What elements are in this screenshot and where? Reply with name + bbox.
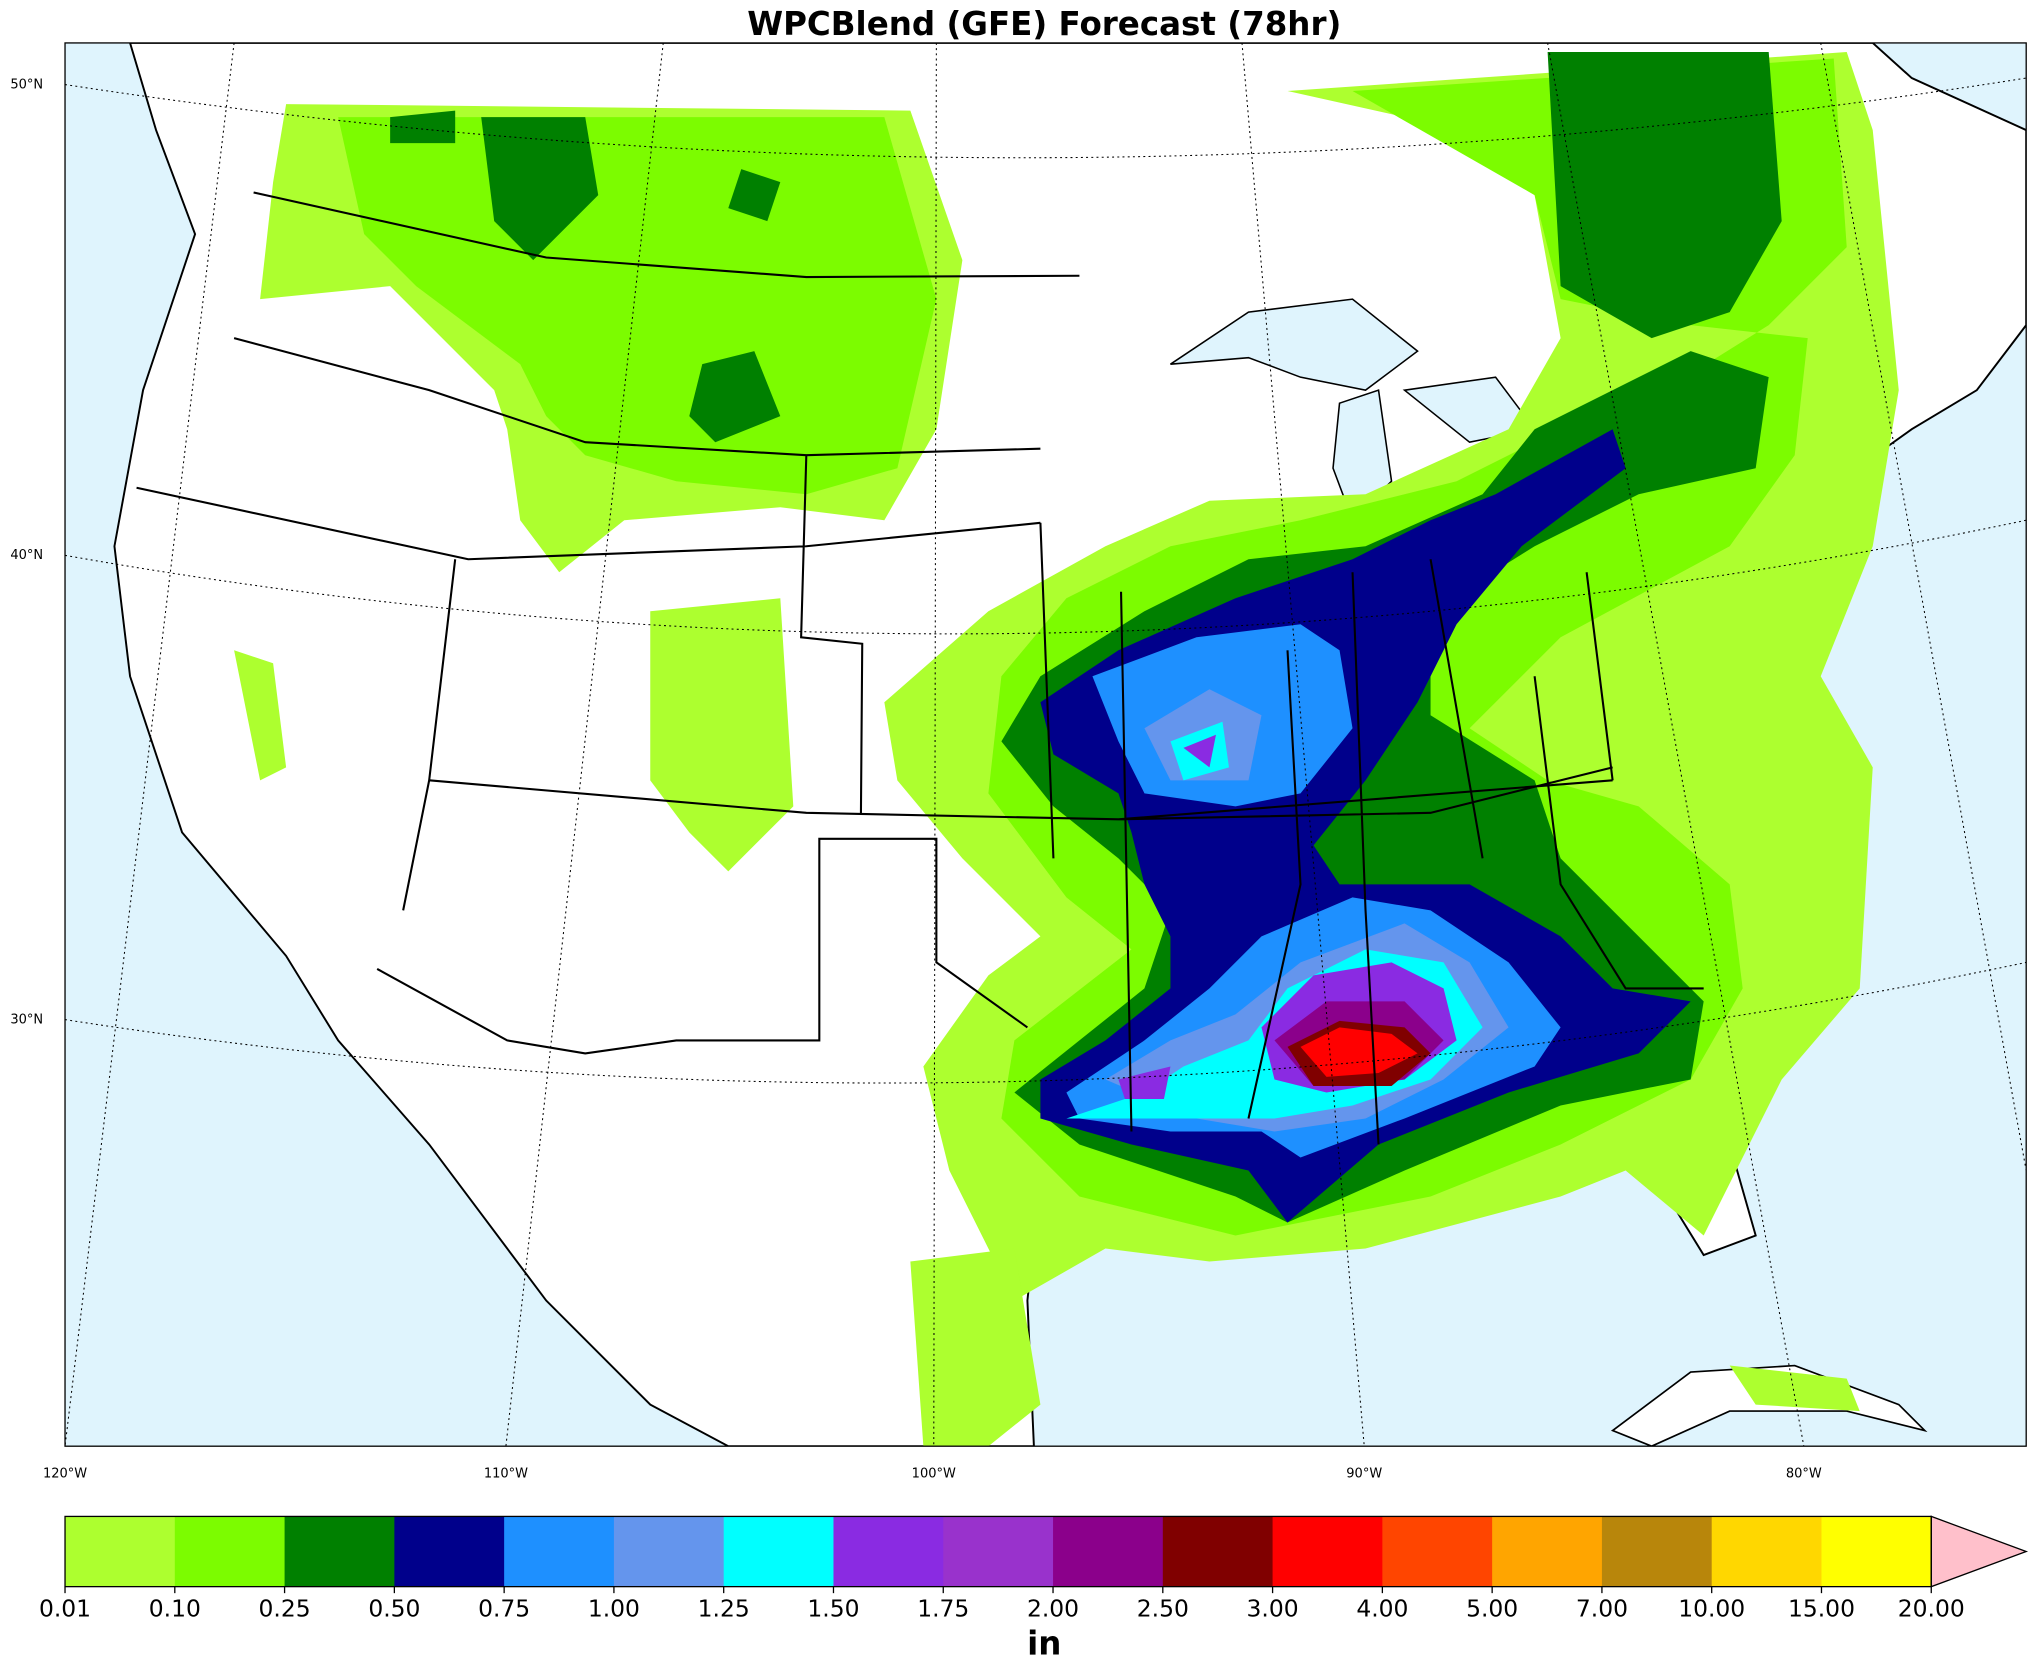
lon-label: 80°W xyxy=(1786,1466,1822,1481)
title: WPCBlend (GFE) Forecast (78hr) xyxy=(747,5,1341,43)
colorbar-swatch xyxy=(1601,1516,1713,1587)
colorbar-label: 1.50 xyxy=(807,1595,859,1623)
colorbar-swatch xyxy=(1382,1516,1493,1587)
colorbar-swatch xyxy=(613,1516,725,1587)
colorbar-label: 4.00 xyxy=(1356,1595,1408,1623)
colorbar-label: 2.00 xyxy=(1027,1595,1079,1623)
lat-label: 50°N xyxy=(10,77,43,92)
colorbar-swatch xyxy=(504,1516,615,1587)
boundaries xyxy=(136,191,1704,1145)
colorbar-label: 0.75 xyxy=(478,1595,530,1623)
colorbar-label: 1.75 xyxy=(917,1595,969,1623)
colorbar-extend xyxy=(1930,1515,2029,1588)
colorbar-swatch xyxy=(833,1516,944,1587)
colorbar-label: 0.10 xyxy=(149,1595,201,1623)
lon-label: 100°W xyxy=(912,1466,956,1481)
colorbar-swatch xyxy=(394,1516,505,1587)
colorbar: 0.01 0.10 0.25 0.50 0.75 1.00 1.25 1.50 1.75 2.00… xyxy=(39,1515,2029,1623)
colorbar-swatch xyxy=(1053,1516,1164,1587)
colorbar-label: 3.00 xyxy=(1247,1595,1299,1623)
colorbar-swatch xyxy=(1162,1516,1273,1587)
lon-label: 110°W xyxy=(484,1466,528,1481)
colorbar-label: 0.01 xyxy=(39,1595,91,1623)
colorbar-swatch xyxy=(943,1516,1054,1587)
colorbar-label: 5.00 xyxy=(1466,1595,1518,1623)
colorbar-label: 7.00 xyxy=(1576,1595,1628,1623)
colorbar-label: 20.00 xyxy=(1898,1595,1965,1623)
colorbar-label: 2.50 xyxy=(1137,1595,1189,1623)
colorbar-swatch xyxy=(1272,1516,1383,1587)
colorbar-label: 0.50 xyxy=(368,1595,420,1623)
lon-label: 120°W xyxy=(43,1466,87,1481)
colorbar-swatch xyxy=(174,1516,285,1587)
colorbar-swatch xyxy=(723,1516,834,1587)
colorbar-swatch xyxy=(284,1516,395,1587)
colorbar-label: 0.25 xyxy=(259,1595,311,1623)
colorbar-swatch xyxy=(1492,1516,1603,1587)
colorbar-label: 15.00 xyxy=(1788,1595,1855,1623)
colorbar-label: 10.00 xyxy=(1678,1595,1745,1623)
lat-label: 30°N xyxy=(10,1013,43,1028)
map: 50°N 40°N 30°N 120°W 110°W 100°W 90°W 80… xyxy=(10,42,2027,1481)
colorbar-frame xyxy=(64,1515,1932,1588)
map-frame xyxy=(64,42,2027,1447)
colorbar-label: 1.25 xyxy=(698,1595,750,1623)
lat-label: 40°N xyxy=(10,548,43,563)
colorbar-swatch xyxy=(1821,1516,1932,1587)
lon-label: 90°W xyxy=(1346,1466,1382,1481)
colorbar-swatch xyxy=(65,1516,176,1587)
colorbar-swatch xyxy=(1711,1516,1822,1587)
colorbar-label: 1.00 xyxy=(588,1595,640,1623)
colorbar-unit: in xyxy=(1027,1624,1061,1662)
